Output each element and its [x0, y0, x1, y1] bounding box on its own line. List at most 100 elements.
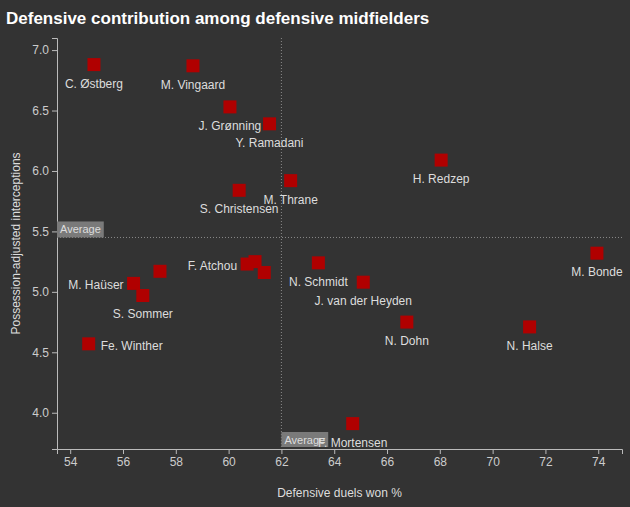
point: [523, 320, 536, 333]
x-axis-title: Defensive duels won %: [277, 486, 402, 500]
point: [153, 265, 166, 278]
point-label: S. Sommer: [113, 307, 173, 321]
tick: 7.0: [32, 43, 57, 57]
tick-label: 54: [64, 455, 78, 469]
tick: 56: [117, 449, 131, 469]
tick-mark: [493, 449, 494, 454]
tick-mark: [545, 449, 546, 454]
tick: 64: [328, 449, 342, 469]
tick-mark: [52, 231, 57, 232]
tick: 58: [170, 449, 184, 469]
point-label: Fe. Winther: [101, 339, 163, 353]
x-average-line: [281, 38, 282, 449]
point: [312, 256, 325, 269]
tick: 66: [381, 449, 395, 469]
y-axis: 4.0 4.5 5.0 5.5 6.0 6.5 7.0: [32, 39, 57, 450]
point-label: C. Østberg: [65, 77, 123, 91]
average-label-box: [57, 221, 104, 237]
tick-mark: [387, 449, 388, 454]
tick-label: 72: [539, 455, 553, 469]
point-label: H. Redzep: [413, 172, 470, 186]
point-label: J. van der Heyden: [315, 294, 412, 308]
tick-mark: [52, 50, 57, 51]
tick: 62: [275, 449, 289, 469]
tick-label: 66: [381, 455, 395, 469]
average-lines: [57, 38, 622, 449]
tick-mark: [52, 111, 57, 112]
tick-label: 4.0: [32, 406, 49, 420]
tick-label: 4.5: [32, 346, 49, 360]
points: [82, 58, 603, 430]
tick: 6.5: [32, 104, 57, 118]
point: [82, 337, 95, 350]
point: [186, 59, 199, 72]
tick-label: 74: [592, 455, 606, 469]
tick-mark: [229, 449, 230, 454]
point-label: F. Atchou: [188, 259, 237, 273]
tick-label: 56: [117, 455, 131, 469]
point-label: N. Schmidt: [289, 275, 348, 289]
tick-label: 70: [486, 455, 500, 469]
axis-line: [52, 39, 58, 450]
tick-mark: [52, 352, 57, 353]
tick-mark: [52, 292, 57, 293]
y-average-label: Average: [57, 221, 104, 237]
tick: 6.0: [32, 164, 57, 178]
point: [136, 289, 149, 302]
y-average-line: [57, 237, 622, 238]
tick: 5.5: [32, 225, 57, 239]
point: [590, 247, 603, 260]
point-label: N. Dohn: [385, 334, 429, 348]
tick-mark: [334, 449, 335, 454]
point-labels: C. Østberg M. Vingaard J. Grønning Y. Ramad…: [65, 77, 623, 450]
point: [87, 58, 100, 71]
tick-mark: [176, 449, 177, 454]
tick-label: 60: [222, 455, 236, 469]
average-label: Average: [60, 223, 101, 235]
tick-mark: [440, 449, 441, 454]
y-axis-title: Possession-adjusted interceptions: [9, 152, 23, 334]
tick-label: 64: [328, 455, 342, 469]
tick-mark: [52, 413, 57, 414]
tick-mark: [598, 449, 599, 454]
tick-label: 7.0: [32, 43, 49, 57]
chart: Defensive contribution among defensive m…: [0, 0, 630, 507]
tick: 68: [434, 449, 448, 469]
tick-mark: [123, 449, 124, 454]
point-label: N. Halse: [507, 339, 553, 353]
point: [357, 276, 370, 289]
tick-label: 68: [434, 455, 448, 469]
tick: 5.0: [32, 285, 57, 299]
tick-label: 62: [275, 455, 289, 469]
tick-mark: [281, 449, 282, 454]
point-label: S. Christensen: [200, 202, 279, 216]
tick: 72: [539, 449, 553, 469]
tick: 60: [222, 449, 236, 469]
point: [233, 184, 246, 197]
point-label: M. Bonde: [571, 265, 623, 279]
tick-mark: [52, 171, 57, 172]
tick-mark: [70, 449, 71, 454]
tick: 4.0: [32, 406, 57, 420]
point: [400, 316, 413, 329]
tick: 54: [64, 449, 78, 469]
point: [263, 117, 276, 130]
point-label: M. Vingaard: [161, 78, 225, 92]
point: [223, 100, 236, 113]
point-label: J. Grønning: [199, 119, 262, 133]
tick: 74: [592, 449, 606, 469]
point-label: F. Mortensen: [318, 436, 387, 450]
tick-label: 5.5: [32, 225, 49, 239]
tick-label: 58: [170, 455, 184, 469]
point: [258, 266, 271, 279]
axis-line: [58, 450, 623, 455]
tick: 4.5: [32, 346, 57, 360]
point: [127, 277, 140, 290]
point-label: Y. Ramadani: [236, 136, 304, 150]
point: [284, 174, 297, 187]
tick-label: 6.5: [32, 104, 49, 118]
tick-label: 5.0: [32, 285, 49, 299]
title: Defensive contribution among defensive m…: [6, 9, 429, 28]
tick-label: 6.0: [32, 164, 49, 178]
x-axis: 54 56 58 60 62 64 66 68 70 72 74: [58, 449, 623, 469]
